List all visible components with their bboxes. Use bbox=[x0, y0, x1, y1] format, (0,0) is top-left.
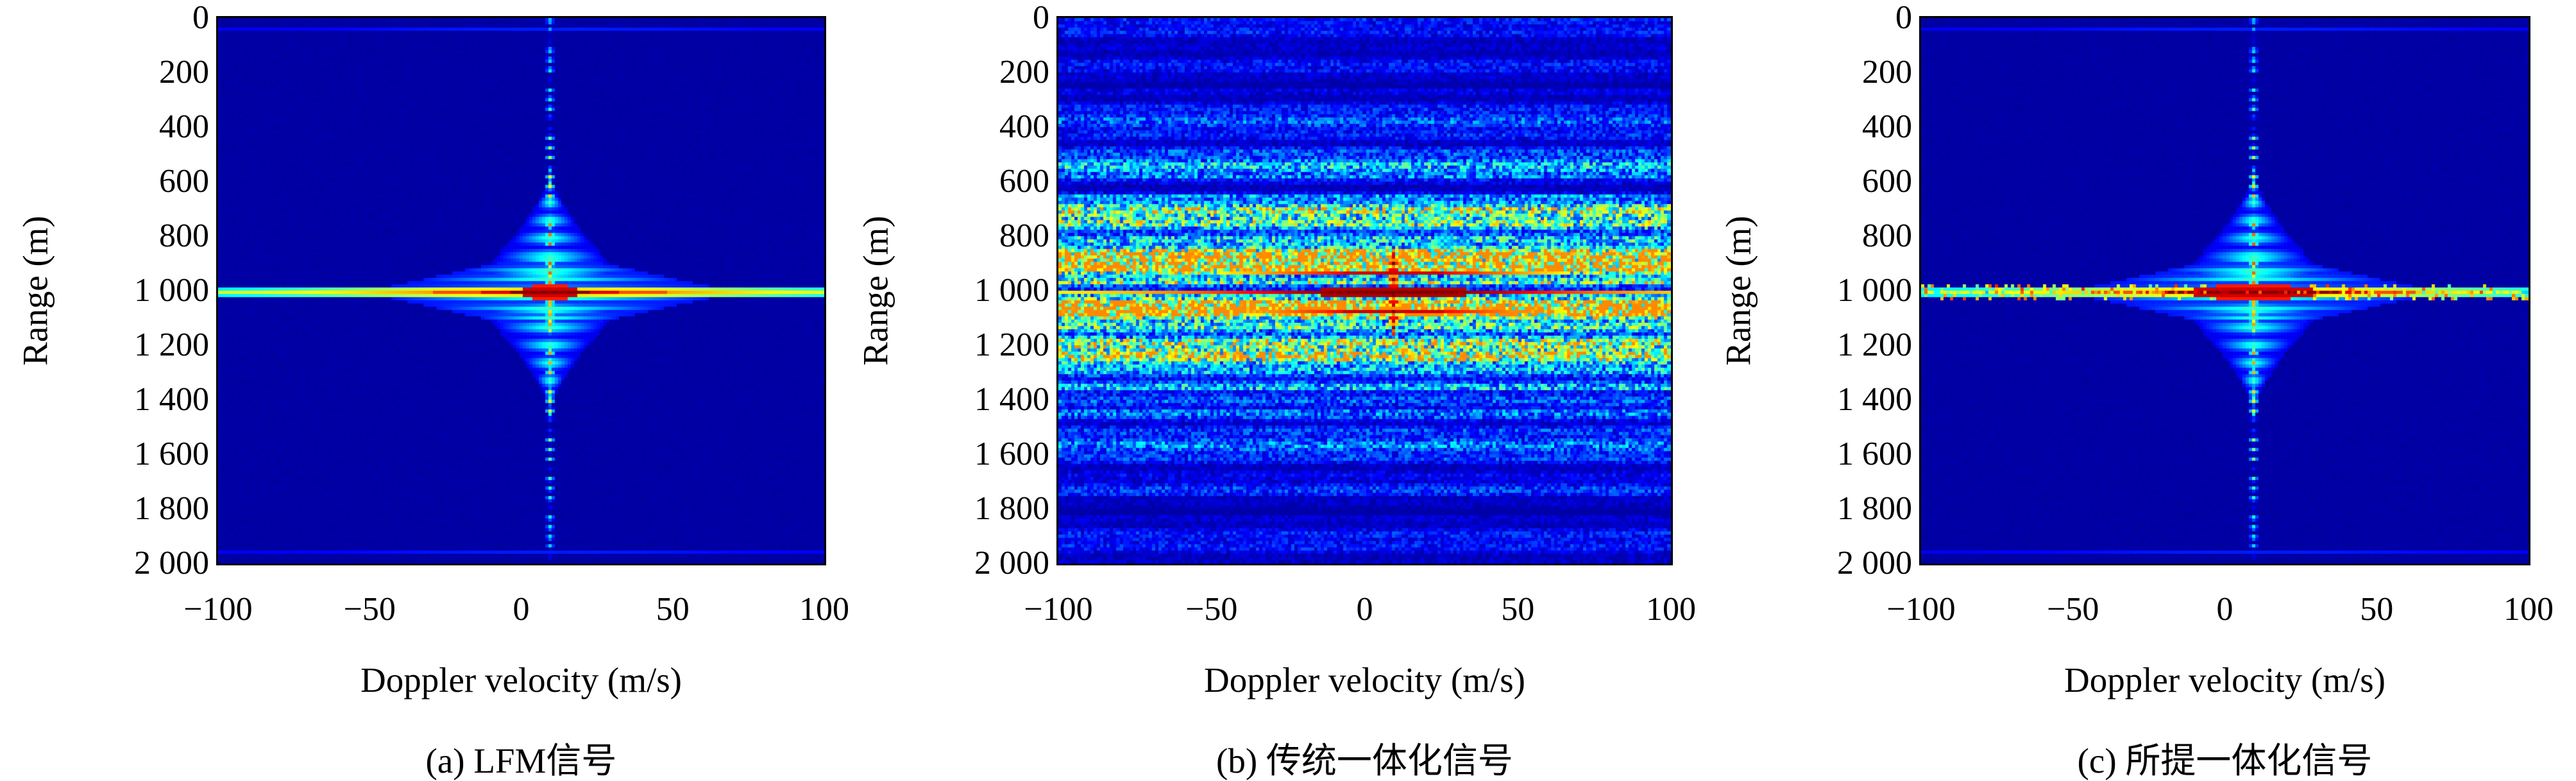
y-tick-label: 0 bbox=[1895, 0, 1912, 36]
y-tick-label: 1 200 bbox=[974, 327, 1049, 363]
y-tick-label: 1 400 bbox=[1837, 381, 1912, 418]
x-tick-label: 50 bbox=[2360, 591, 2394, 628]
x-tick-label: 100 bbox=[799, 591, 849, 628]
x-tick-label: 50 bbox=[656, 591, 690, 628]
x-tick-label: −50 bbox=[343, 591, 396, 628]
y-tick-label: 1 400 bbox=[134, 381, 209, 418]
x-tick-label: 0 bbox=[513, 591, 530, 628]
x-tick-label: −100 bbox=[183, 591, 253, 628]
y-tick-label: 800 bbox=[1862, 218, 1912, 254]
y-axis-label: Range (m) bbox=[856, 216, 895, 366]
y-tick-label: 1 800 bbox=[1837, 490, 1912, 527]
heatmap-canvas-a bbox=[216, 16, 826, 565]
heatmap-canvas-c bbox=[1919, 16, 2530, 565]
y-tick-label: 1 000 bbox=[134, 272, 209, 309]
y-axis-ticks: 0 200 400 600 800 1 000 1 200 1 400 1 600 1 800 2 … bbox=[134, 1, 824, 580]
panel-b: 0 200 400 600 800 1 000 1 200 1 400 1 600 1 800 2 … bbox=[856, 1, 1697, 781]
x-axis-ticks: −100 −50 0 50 100 bbox=[1886, 589, 2554, 634]
y-tick-label: 1 800 bbox=[134, 490, 209, 527]
panel-caption-b: (b) 传统一体化信号 bbox=[1216, 741, 1513, 780]
panel-caption-a: (a) LFM信号 bbox=[425, 741, 617, 780]
y-tick-label: 2 000 bbox=[974, 545, 1049, 581]
y-tick-label: 0 bbox=[1033, 0, 1049, 36]
y-tick-label: 600 bbox=[159, 163, 209, 200]
x-tick-label: −100 bbox=[1886, 591, 1956, 628]
y-tick-label: 1 400 bbox=[974, 381, 1049, 418]
y-tick-label: 1 800 bbox=[974, 490, 1049, 527]
y-axis-label: Range (m) bbox=[1718, 216, 1758, 366]
panel-caption-c: (c) 所提一体化信号 bbox=[2077, 741, 2373, 780]
x-axis-label: Doppler velocity (m/s) bbox=[360, 660, 682, 699]
y-tick-label: 200 bbox=[999, 54, 1049, 90]
x-axis-label: Doppler velocity (m/s) bbox=[2064, 660, 2385, 699]
x-tick-label: 100 bbox=[1646, 591, 1696, 628]
y-tick-label: 1 000 bbox=[974, 272, 1049, 309]
y-axis-ticks: 0 200 400 600 800 1 000 1 200 1 400 1 600 1 800 2 … bbox=[1837, 1, 2529, 580]
panel-a: 0 200 400 600 800 1 000 1 200 1 400 1 600 1 800 2 … bbox=[16, 1, 850, 781]
x-tick-label: 100 bbox=[2504, 591, 2554, 628]
y-tick-label: 400 bbox=[999, 108, 1049, 145]
x-tick-label: −50 bbox=[1185, 591, 1238, 628]
x-tick-label: 0 bbox=[1356, 591, 1373, 628]
y-tick-label: 2 000 bbox=[1837, 545, 1912, 581]
y-tick-label: 600 bbox=[999, 163, 1049, 200]
panel-c: 0 200 400 600 800 1 000 1 200 1 400 1 600 1 800 2 … bbox=[1719, 1, 2554, 781]
y-tick-label: 2 000 bbox=[134, 545, 209, 581]
x-axis-ticks: −100 −50 0 50 100 bbox=[183, 589, 849, 634]
y-tick-label: 200 bbox=[1862, 54, 1912, 90]
y-tick-label: 800 bbox=[999, 218, 1049, 254]
y-axis-label: Range (m) bbox=[15, 216, 55, 366]
x-tick-label: −50 bbox=[2047, 591, 2099, 628]
y-tick-label: 1 000 bbox=[1837, 272, 1912, 309]
y-tick-label: 1 600 bbox=[974, 436, 1049, 472]
x-axis-ticks: −100 −50 0 50 100 bbox=[1024, 589, 1696, 634]
y-tick-label: 400 bbox=[159, 108, 209, 145]
y-tick-label: 1 200 bbox=[134, 327, 209, 363]
y-tick-label: 600 bbox=[1862, 163, 1912, 200]
y-tick-label: 400 bbox=[1862, 108, 1912, 145]
y-tick-label: 1 600 bbox=[134, 436, 209, 472]
y-tick-label: 1 600 bbox=[1837, 436, 1912, 472]
y-tick-label: 1 200 bbox=[1837, 327, 1912, 363]
y-tick-label: 800 bbox=[159, 218, 209, 254]
y-tick-label: 0 bbox=[192, 0, 209, 36]
x-tick-label: 50 bbox=[1501, 591, 1535, 628]
x-tick-label: −100 bbox=[1024, 591, 1093, 628]
x-tick-label: 0 bbox=[2216, 591, 2233, 628]
heatmap-canvas-b bbox=[1056, 16, 1673, 565]
y-tick-label: 200 bbox=[159, 54, 209, 90]
x-axis-label: Doppler velocity (m/s) bbox=[1204, 660, 1525, 699]
y-axis-ticks: 0 200 400 600 800 1 000 1 200 1 400 1 600 1 800 2 … bbox=[974, 1, 1671, 580]
